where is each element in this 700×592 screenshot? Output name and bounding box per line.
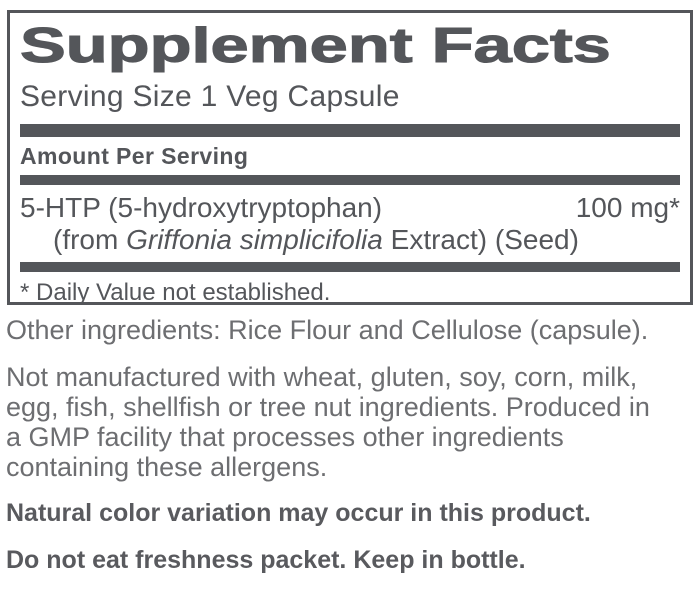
ingredient-source-suffix: Extract) (Seed) — [382, 224, 579, 255]
serving-size: Serving Size 1 Veg Capsule — [20, 80, 400, 113]
ingredient-source: (from Griffonia simplicifolia Extract) (… — [20, 224, 680, 256]
panel-title-wrap: Supplement Facts — [19, 13, 680, 75]
ingredient-amount: 100 mg* — [575, 192, 680, 223]
color-variation-note: Natural color variation may occur in thi… — [6, 499, 591, 527]
supplement-facts-panel: Supplement Facts Serving Size 1 Veg Caps… — [7, 10, 693, 305]
amount-per-serving-header: Amount Per Serving — [20, 143, 249, 169]
other-ingredients: Other ingredients: Rice Flour and Cellul… — [6, 315, 649, 345]
divider-bar-top — [20, 124, 680, 137]
ingredient-source-prefix: (from — [53, 224, 127, 255]
panel-title: Supplement Facts — [19, 18, 611, 73]
divider-bar-middle — [20, 175, 680, 185]
allergen-statement: Not manufactured with wheat, gluten, soy… — [6, 362, 650, 482]
ingredient-name: 5-HTP (5-hydroxytryptophan) — [20, 192, 383, 223]
label-notes: Other ingredients: Rice Flour and Cellul… — [6, 314, 696, 575]
divider-bar-bottom — [20, 262, 680, 272]
freshness-packet-note: Do not eat freshness packet. Keep in bot… — [6, 546, 526, 574]
ingredient-source-botanical-name: Griffonia simplicifolia — [126, 224, 383, 255]
daily-value-footnote: * Daily Value not established. — [20, 279, 331, 305]
ingredient-row: 5-HTP (5-hydroxytryptophan) 100 mg* — [20, 192, 680, 224]
